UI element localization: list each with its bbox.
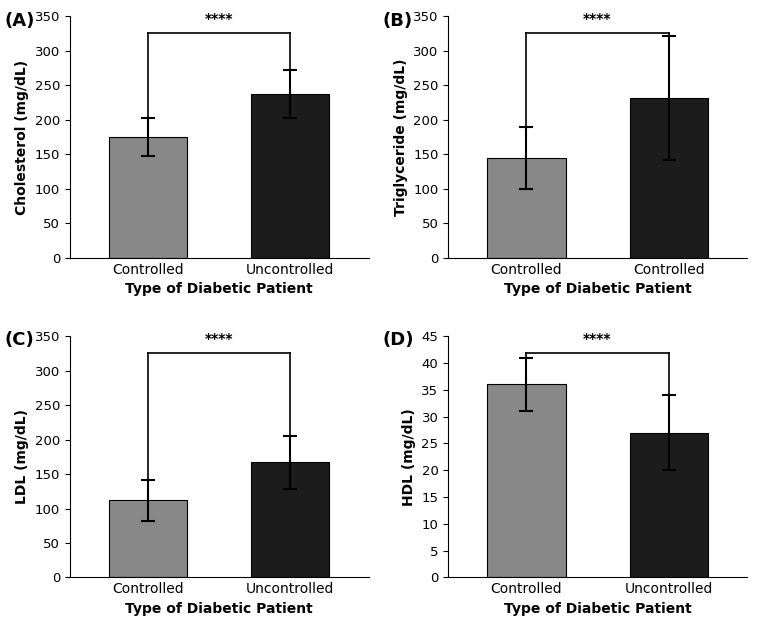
Text: ****: **** xyxy=(205,12,233,26)
Bar xyxy=(251,462,330,577)
Bar xyxy=(251,94,330,258)
X-axis label: Type of Diabetic Patient: Type of Diabetic Patient xyxy=(125,602,313,616)
X-axis label: Type of Diabetic Patient: Type of Diabetic Patient xyxy=(503,282,691,296)
Text: ****: **** xyxy=(583,332,612,345)
Bar xyxy=(109,500,187,577)
Text: (B): (B) xyxy=(383,11,412,29)
X-axis label: Type of Diabetic Patient: Type of Diabetic Patient xyxy=(125,282,313,296)
Text: (A): (A) xyxy=(4,11,35,29)
Text: (D): (D) xyxy=(383,331,414,349)
Bar xyxy=(630,98,708,258)
Text: (C): (C) xyxy=(4,331,34,349)
X-axis label: Type of Diabetic Patient: Type of Diabetic Patient xyxy=(503,602,691,616)
Bar xyxy=(109,137,187,258)
Y-axis label: LDL (mg/dL): LDL (mg/dL) xyxy=(15,409,30,504)
Y-axis label: HDL (mg/dL): HDL (mg/dL) xyxy=(402,408,416,505)
Y-axis label: Cholesterol (mg/dL): Cholesterol (mg/dL) xyxy=(15,60,30,214)
Bar xyxy=(487,158,565,258)
Text: ****: **** xyxy=(205,332,233,345)
Bar xyxy=(630,433,708,577)
Text: ****: **** xyxy=(583,12,612,26)
Bar xyxy=(487,384,565,577)
Y-axis label: Triglyceride (mg/dL): Triglyceride (mg/dL) xyxy=(393,58,408,216)
